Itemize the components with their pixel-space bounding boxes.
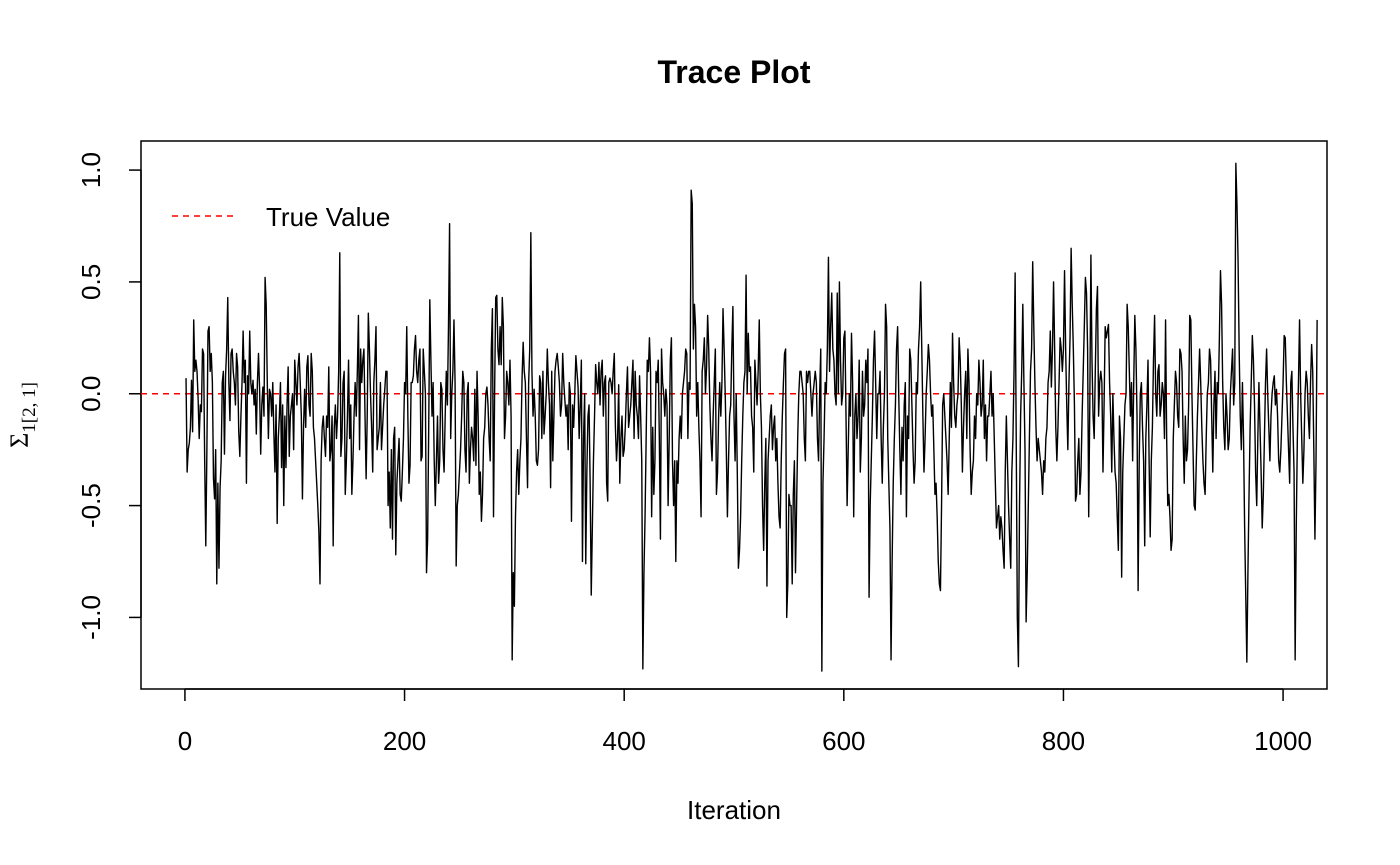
y-tick-label: 1.0	[76, 152, 106, 188]
y-axis-label: Σ1[2, 1]	[5, 382, 40, 448]
y-tick-label: 0.0	[76, 376, 106, 412]
x-tick-label: 1000	[1254, 726, 1312, 756]
chart-title: Trace Plot	[658, 54, 811, 90]
legend-label-true-value: True Value	[266, 202, 390, 232]
y-axis-label-symbol: Σ	[5, 433, 34, 448]
x-tick-label: 800	[1042, 726, 1085, 756]
y-tick-label: -0.5	[76, 483, 106, 528]
x-tick-label: 200	[383, 726, 426, 756]
x-axis-label: Iteration	[687, 795, 781, 825]
x-tick-label: 600	[822, 726, 865, 756]
y-tick-label: -1.0	[76, 595, 106, 640]
x-tick-label: 0	[178, 726, 192, 756]
y-axis-label-subscript: 1[2, 1]	[19, 382, 40, 433]
x-axis: 0 200 400 600 800 1000	[178, 688, 1312, 756]
x-tick-label: 400	[602, 726, 645, 756]
y-tick-label: 0.5	[76, 264, 106, 300]
legend: True Value	[172, 202, 390, 232]
trace-series-line	[185, 162, 1318, 672]
svg-text:Σ1[2, 1]: Σ1[2, 1]	[5, 382, 40, 448]
y-axis: -1.0 -0.5 0.0 0.5 1.0	[76, 152, 142, 640]
